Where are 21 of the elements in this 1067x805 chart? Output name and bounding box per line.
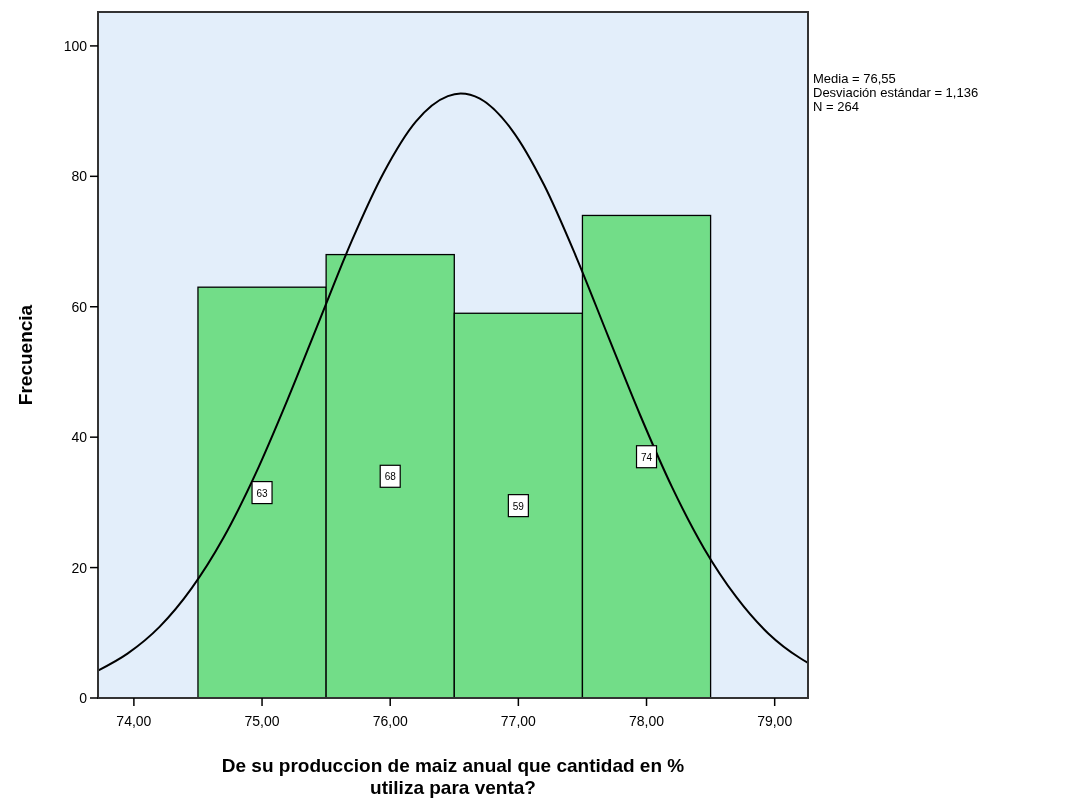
- x-tick-label: 75,00: [244, 713, 280, 729]
- y-tick-label: 0: [79, 690, 88, 706]
- data-label: 68: [384, 471, 397, 483]
- y-tick-label: 100: [63, 37, 88, 54]
- x-axis-title: De su produccion de maiz anual que cantidad en % utiliza para venta?: [221, 755, 685, 798]
- data-label: 74: [640, 451, 653, 463]
- x-tick-label: 79,00: [757, 713, 793, 729]
- y-axis-title: Frecuencia: [15, 304, 36, 406]
- y-tick-label: 60: [71, 298, 88, 315]
- x-tick-label: 77,00: [500, 713, 537, 729]
- text: N = 264: [813, 99, 859, 114]
- x-tick-label: 76,00: [372, 713, 408, 729]
- y-tick-label: 80: [71, 168, 88, 185]
- x-tick-label: 78,00: [629, 713, 665, 729]
- y-tick-label: 40: [71, 429, 88, 446]
- data-label: 63: [256, 487, 269, 499]
- text: Desviación estándar = 1,136: [813, 85, 979, 100]
- text: Media = 76,55: [813, 71, 896, 86]
- y-tick-label: 20: [71, 559, 88, 576]
- x-tick-label: 74,00: [116, 713, 152, 729]
- data-label: 59: [512, 500, 525, 512]
